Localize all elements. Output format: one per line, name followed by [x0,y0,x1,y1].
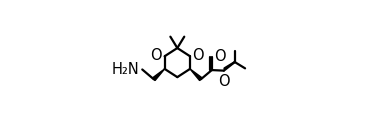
Text: H₂N: H₂N [112,62,140,77]
Text: O: O [150,48,162,63]
Text: O: O [214,49,226,64]
Polygon shape [190,69,202,81]
Polygon shape [153,69,164,81]
Text: O: O [218,74,230,89]
Text: O: O [192,48,204,63]
